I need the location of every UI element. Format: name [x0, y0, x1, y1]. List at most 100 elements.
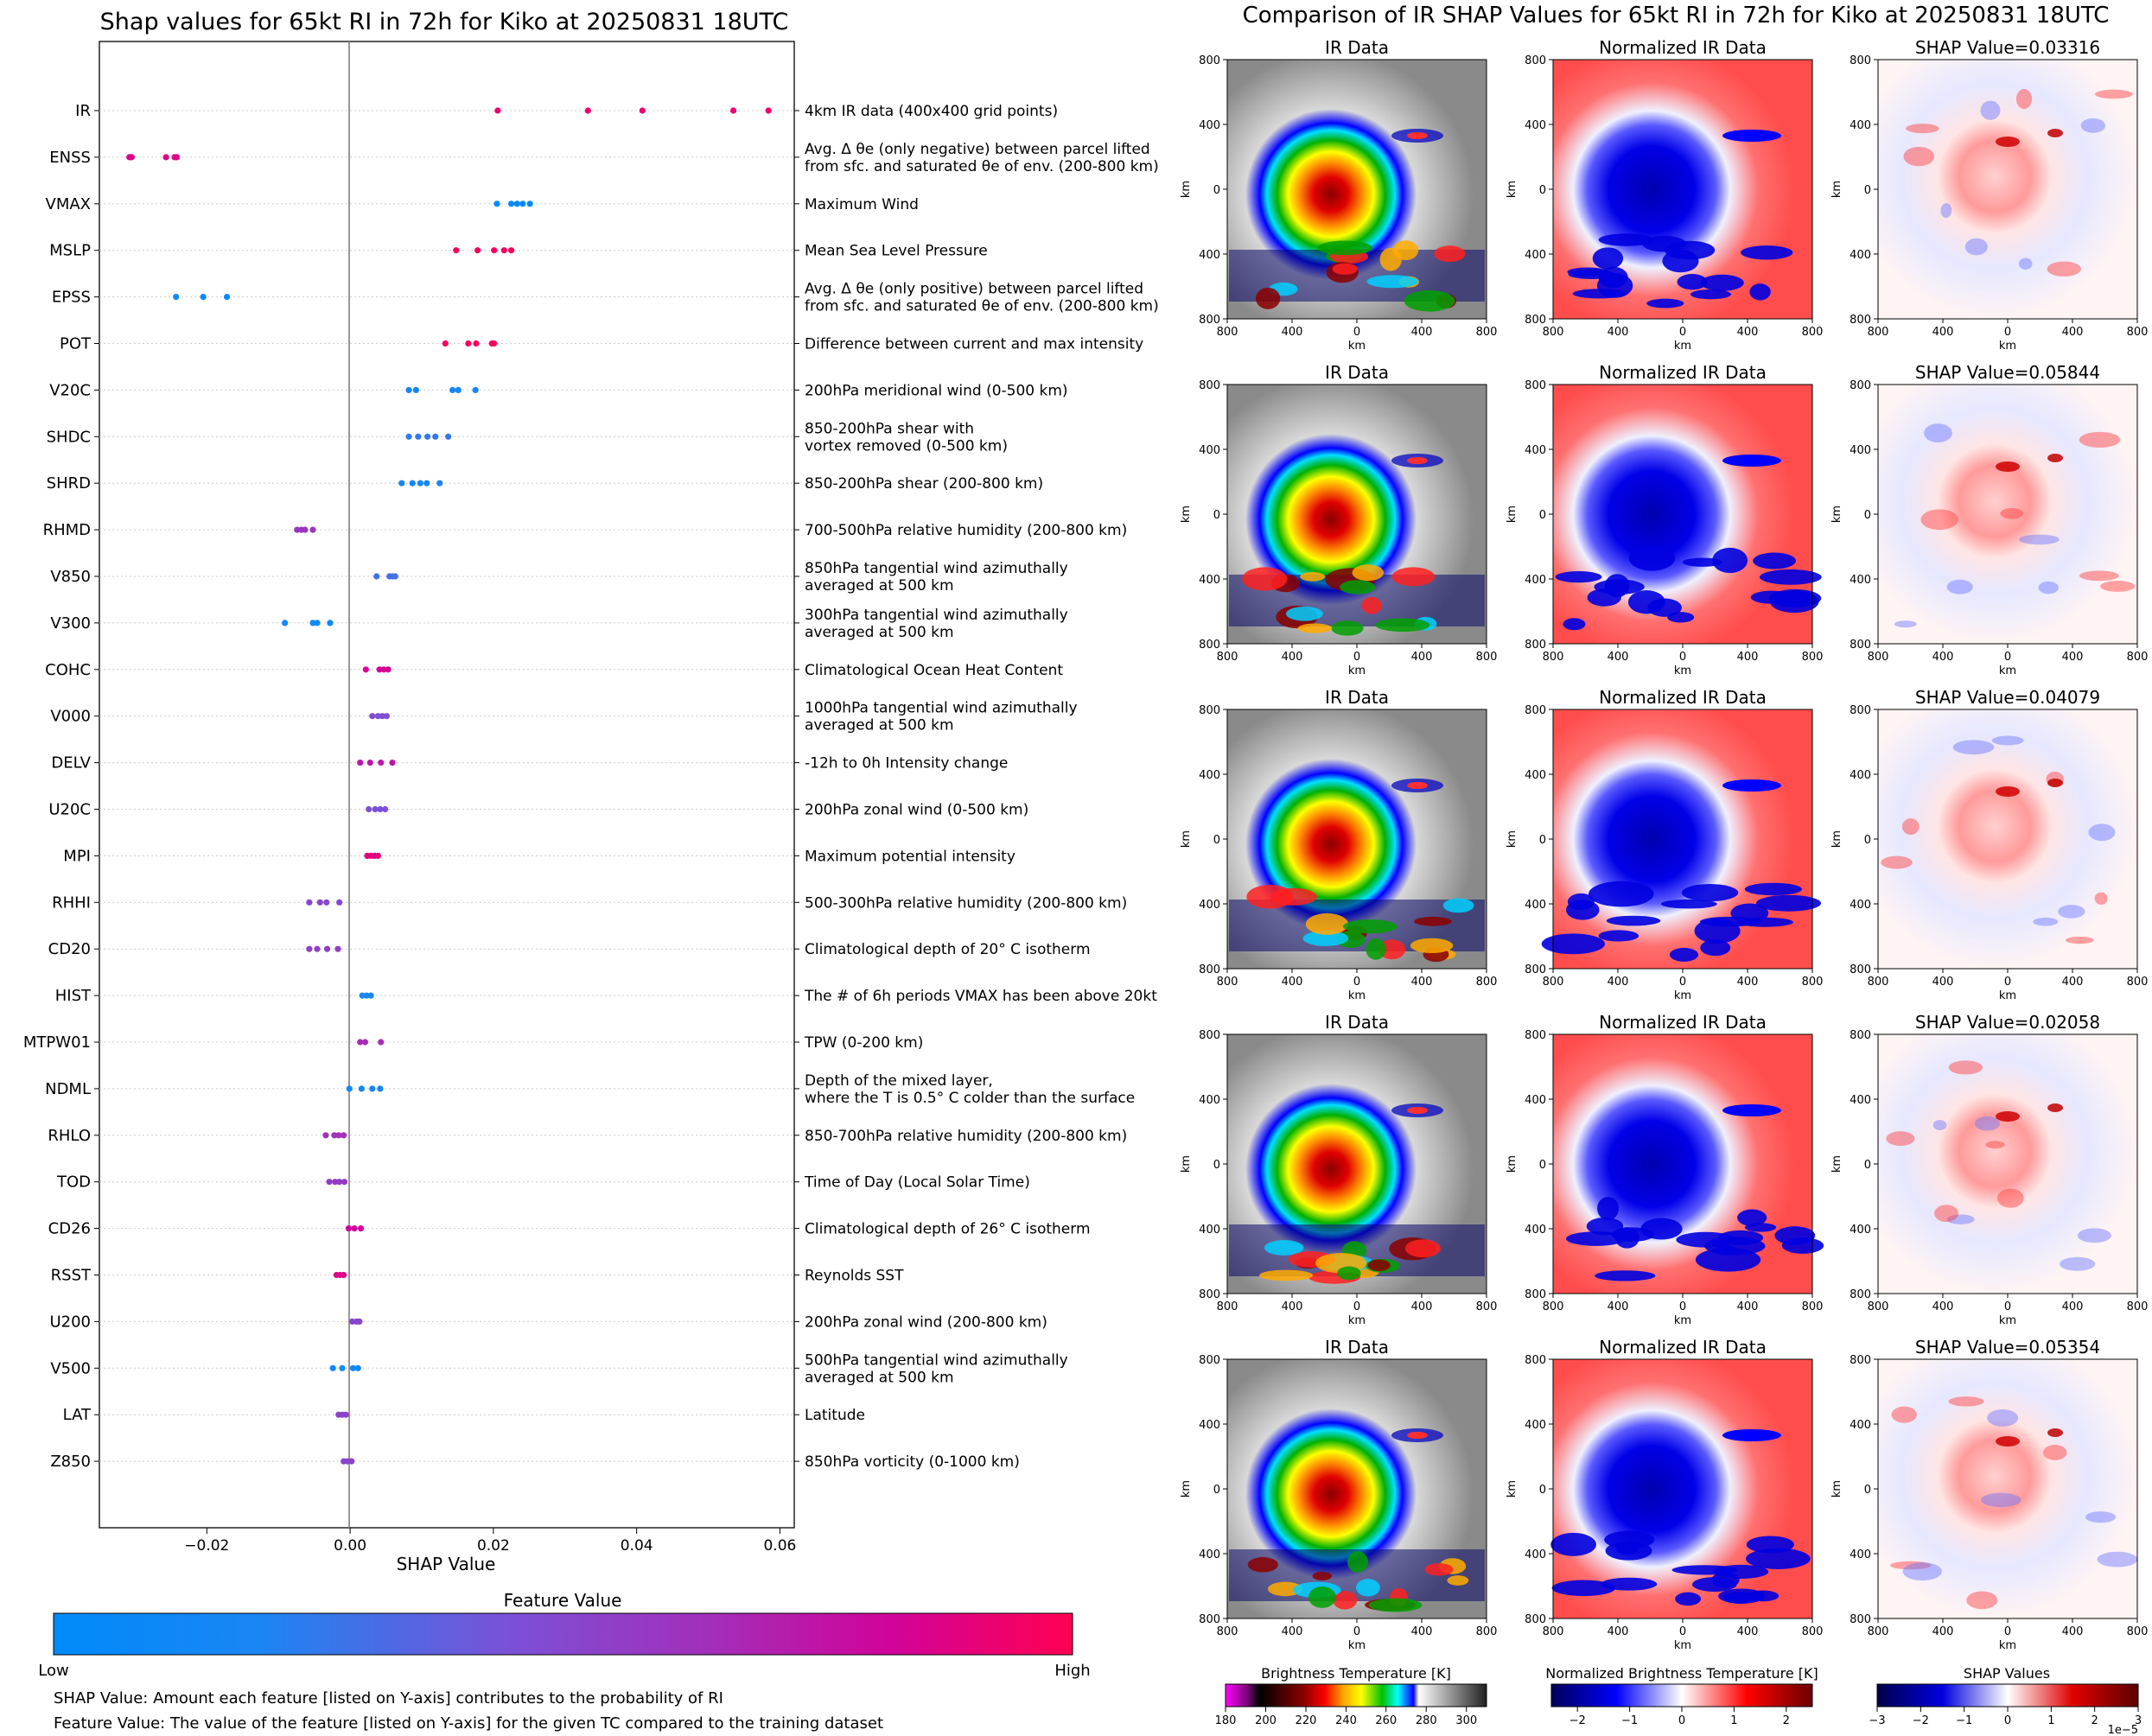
- feature-description: Depth of the mixed layer,: [805, 1072, 993, 1090]
- feature-description: Climatological depth of 20° C isotherm: [805, 941, 1091, 958]
- panel-y-tick-label: 400: [1199, 249, 1220, 262]
- feature-name: MPI: [63, 847, 91, 865]
- colorbar-title: Feature Value: [504, 1590, 622, 1611]
- panel-x-tick-label: 0: [1679, 1300, 1686, 1313]
- x-axis-ticks: −0.02 0.00 0.02 0.04 0.06: [184, 1528, 796, 1555]
- feature-description: 850hPa tangential wind azimuthally: [805, 560, 1068, 577]
- panel-y-tick-label: 400: [1199, 899, 1220, 912]
- shap-point: [494, 107, 501, 114]
- feature-name: DELV: [51, 754, 91, 773]
- shap-colorbar-label: SHAP Values: [1964, 1665, 2050, 1682]
- shap-point: [374, 852, 382, 860]
- panel-x-tick-label: 400: [1411, 976, 1433, 989]
- panel-x-tick-label: 800: [2127, 651, 2149, 664]
- panel-x-tick-label: 800: [1543, 326, 1564, 339]
- shap-point: [453, 247, 460, 254]
- panel-image: [1878, 709, 2137, 969]
- colorbar-tick-label: 240: [1335, 1714, 1357, 1727]
- shap-panel: SHAP Value=0.040798008004004000040040080…: [1830, 687, 2148, 1002]
- panel-y-tick-label: 800: [1525, 1029, 1546, 1042]
- shap-point: [409, 480, 416, 486]
- feature-name: SHDC: [47, 428, 91, 446]
- panel-y-tick-label: 400: [1199, 1548, 1220, 1561]
- panel-x-tick-label: 0: [2004, 976, 2011, 989]
- feature-description: Climatological Ocean Heat Content: [805, 662, 1063, 679]
- feature-description: 850-200hPa shear with: [805, 420, 974, 437]
- panel-title: IR Data: [1325, 37, 1389, 58]
- feature-name: MTPW01: [23, 1033, 91, 1052]
- shap-point: [379, 713, 386, 720]
- panel-title: SHAP Value=0.03316: [1915, 37, 2100, 58]
- panel-x-tick-label: 800: [1802, 651, 1824, 664]
- panel-x-tick-label: 800: [1217, 651, 1238, 664]
- panel-x-tick-label: 400: [2062, 651, 2084, 664]
- shap-point: [455, 386, 462, 393]
- shap-point: [314, 945, 321, 952]
- shap-point: [162, 154, 169, 161]
- shap-point: [349, 1364, 357, 1371]
- colorbar-tick-label: 2: [2092, 1714, 2098, 1727]
- feature-description: Avg. Δ θe (only positive) between parcel…: [805, 281, 1143, 298]
- feature-name: MSLP: [49, 242, 91, 260]
- shap-point: [339, 1364, 346, 1371]
- shap-point: [356, 1318, 363, 1325]
- shap-point: [341, 1271, 347, 1279]
- colorbar-tick-label: 0: [1678, 1714, 1685, 1727]
- panel-y-tick-label: 400: [1199, 574, 1220, 587]
- panel-x-tick-label: 400: [1411, 651, 1433, 664]
- shap-point: [377, 1085, 384, 1092]
- panel-y-tick-label: 400: [1525, 444, 1546, 457]
- panel-x-label: km: [1999, 1639, 2016, 1652]
- panel-y-tick-label: 800: [1199, 639, 1220, 652]
- shap-point: [334, 945, 341, 952]
- panel-x-tick-label: 0: [1353, 651, 1360, 664]
- shap-point: [374, 713, 382, 720]
- panel-title: Normalized IR Data: [1599, 1012, 1767, 1033]
- shap-point: [323, 899, 330, 906]
- shap-point: [367, 992, 374, 999]
- feature-description: 850-200hPa shear (200-800 km): [805, 475, 1043, 493]
- panel-x-tick-label: 400: [2062, 326, 2084, 339]
- shap-colorbar-gradient: [1876, 1683, 2139, 1707]
- shap-point: [351, 1225, 358, 1232]
- panel-title: SHAP Value=0.05844: [1915, 362, 2100, 383]
- grid-lines: [94, 110, 799, 1462]
- feature-description: Maximum potential intensity: [805, 848, 1016, 865]
- feature-description: 500hPa tangential wind azimuthally: [805, 1351, 1068, 1369]
- shap-point: [405, 433, 412, 440]
- shap-point: [639, 107, 646, 114]
- panel-x-tick-label: 800: [1868, 1300, 1889, 1313]
- feature-name: TOD: [56, 1173, 91, 1192]
- ir-comparison-grid: IR Data80080040040000400400800800kmkmNor…: [1180, 37, 2148, 1652]
- shap-point: [765, 107, 772, 114]
- shap-point: [362, 666, 369, 673]
- shap-point: [329, 1364, 336, 1371]
- panel-y-tick-label: 400: [1525, 1419, 1546, 1432]
- shap-point: [200, 294, 207, 301]
- feature-description: Latitude: [805, 1407, 865, 1424]
- panel-x-label: km: [1674, 1639, 1691, 1652]
- shap-point: [513, 200, 520, 207]
- panel-x-tick-label: 800: [1476, 651, 1498, 664]
- shap-point: [363, 992, 370, 999]
- panel-y-tick-label: 800: [1525, 1288, 1546, 1301]
- panel-y-tick-label: 400: [1199, 1419, 1220, 1432]
- panel-x-label: km: [1348, 340, 1366, 353]
- panel-y-tick-label: 0: [1539, 184, 1546, 197]
- panel-x-tick-label: 400: [1608, 1625, 1629, 1638]
- feature-name: U200: [49, 1313, 91, 1331]
- nbt-colorbar-label: Normalized Brightness Temperature [K]: [1545, 1665, 1818, 1682]
- panel-y-tick-label: 800: [1850, 314, 1871, 327]
- shap-point: [342, 1411, 349, 1418]
- shap-point: [327, 620, 334, 626]
- normalized-ir-panel: Normalized IR Data8008004004000040040080…: [1506, 37, 1823, 353]
- feature-description: 1000hPa tangential wind azimuthally: [805, 700, 1078, 717]
- shap-point: [331, 1132, 338, 1139]
- shap-point: [424, 433, 431, 440]
- feature-name: V850: [50, 568, 91, 586]
- feature-name: COHC: [45, 661, 91, 679]
- panel-title: Normalized IR Data: [1599, 687, 1767, 708]
- panel-y-tick-label: 800: [1850, 963, 1871, 976]
